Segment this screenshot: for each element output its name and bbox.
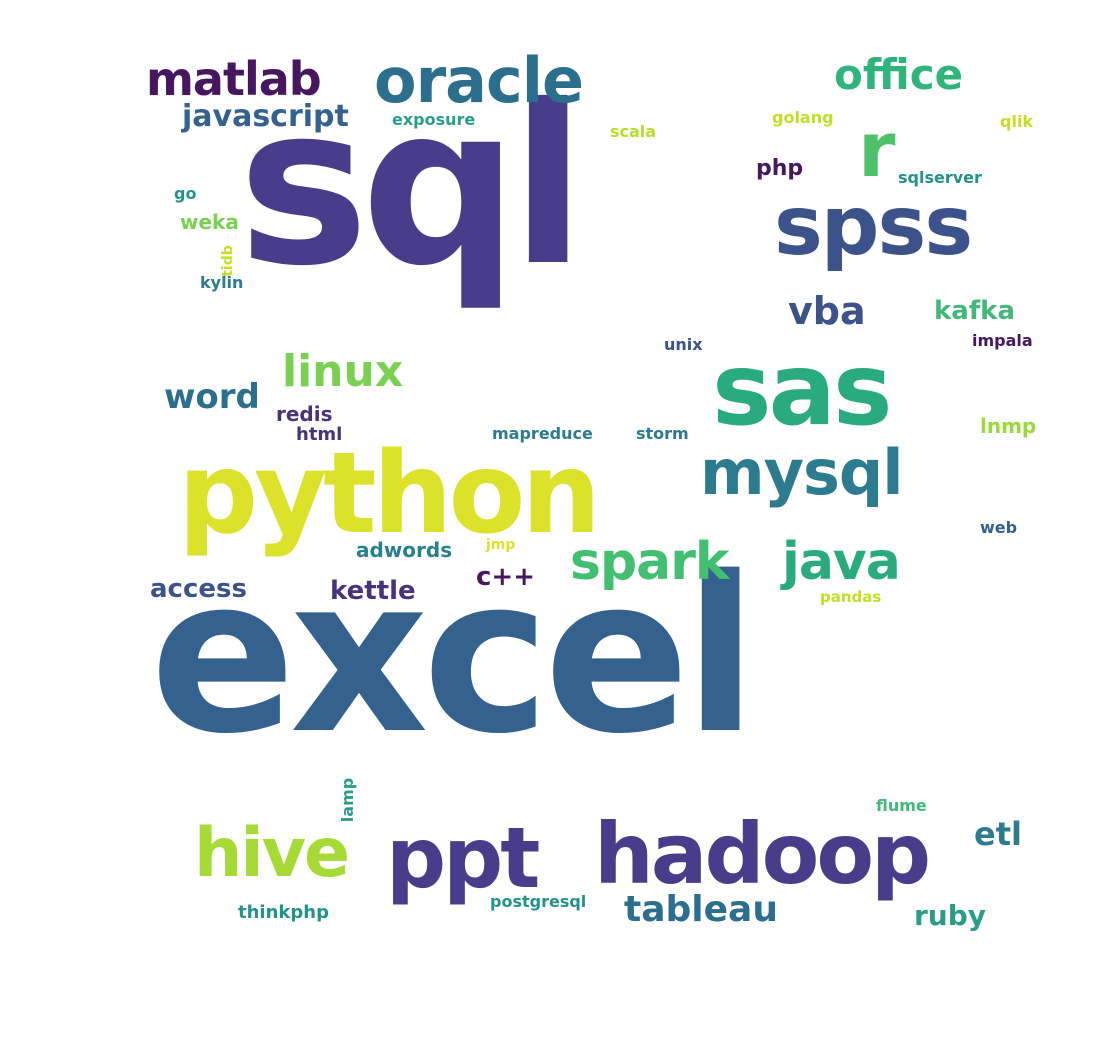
- word-hadoop: hadoop: [594, 805, 931, 903]
- word-thinkphp: thinkphp: [238, 902, 329, 923]
- word-redis: redis: [276, 402, 333, 426]
- word-cpp: c++: [476, 562, 535, 592]
- word-javascript: javascript: [182, 99, 349, 134]
- word-hive: hive: [194, 814, 350, 893]
- word-tableau: tableau: [624, 889, 778, 930]
- word-excel: excel: [150, 530, 757, 781]
- word-linux: linux: [282, 346, 404, 397]
- word-office: office: [834, 50, 964, 99]
- word-golang: golang: [772, 108, 834, 127]
- word-html: html: [296, 424, 343, 445]
- word-etl: etl: [974, 815, 1022, 853]
- word-lnmp: lnmp: [980, 414, 1037, 438]
- word-web: web: [980, 518, 1018, 537]
- word-storm: storm: [636, 424, 689, 443]
- word-r: r: [858, 105, 896, 194]
- word-scala: scala: [610, 122, 657, 141]
- word-sas: sas: [712, 331, 893, 448]
- word-lamp: lamp: [338, 777, 358, 823]
- word-spark: spark: [570, 532, 729, 592]
- word-go: go: [174, 184, 197, 203]
- word-oracle: oracle: [374, 44, 584, 117]
- word-adwords: adwords: [356, 538, 453, 562]
- word-word: word: [164, 377, 260, 417]
- word-kafka: kafka: [934, 296, 1015, 326]
- word-sql: sql: [238, 58, 586, 314]
- word-python: python: [178, 429, 601, 559]
- word-kylin: kylin: [200, 273, 244, 292]
- word-pandas: pandas: [820, 588, 882, 606]
- word-access: access: [150, 574, 247, 604]
- word-mapreduce: mapreduce: [492, 424, 593, 443]
- word-impala: impala: [972, 331, 1033, 350]
- word-exposure: exposure: [392, 110, 476, 129]
- word-unix: unix: [664, 335, 703, 354]
- word-weka: weka: [180, 210, 239, 234]
- word-mysql: mysql: [700, 436, 904, 509]
- word-postgresql: postgresql: [490, 892, 587, 911]
- word-java: java: [782, 532, 901, 592]
- word-sqlserver: sqlserver: [898, 168, 982, 187]
- word-flume: flume: [876, 796, 927, 815]
- word-ruby: ruby: [914, 899, 987, 932]
- word-ppt: ppt: [386, 809, 540, 907]
- word-kettle: kettle: [330, 576, 416, 606]
- word-php: php: [756, 156, 804, 181]
- word-qlik: qlik: [1000, 112, 1034, 131]
- word-jmp: jmp: [486, 537, 516, 553]
- word-spss: spss: [774, 179, 973, 274]
- word-vba: vba: [788, 289, 866, 333]
- word-matlab: matlab: [146, 52, 322, 106]
